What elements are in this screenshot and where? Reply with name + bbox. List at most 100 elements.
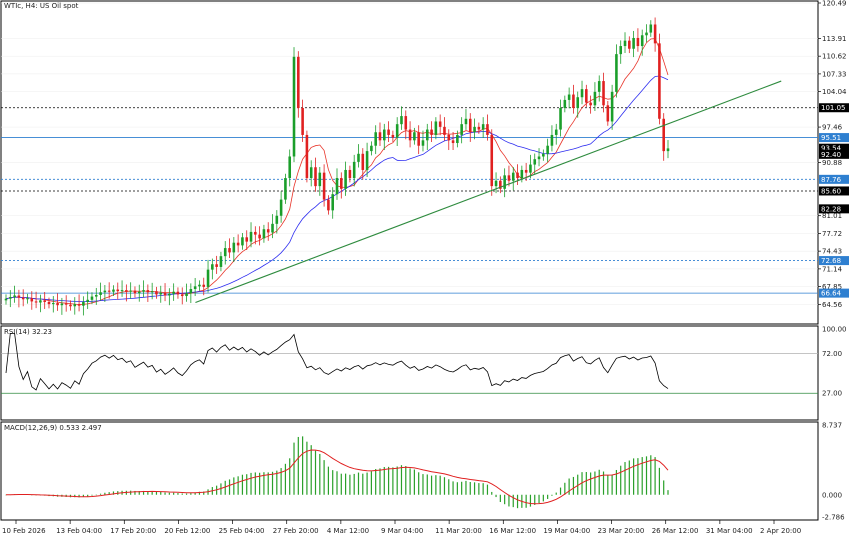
candle-body bbox=[163, 292, 167, 296]
macd-histogram-bar bbox=[529, 494, 532, 507]
macd-histogram-bar bbox=[340, 473, 342, 495]
candle-body bbox=[189, 289, 193, 294]
candle-body bbox=[619, 46, 623, 55]
candle-body bbox=[198, 284, 201, 287]
candle-body bbox=[615, 54, 618, 92]
macd-histogram-bar bbox=[469, 481, 471, 495]
candle-body bbox=[254, 231, 257, 235]
macd-histogram-bar bbox=[667, 490, 669, 495]
macd-pane: MACD(12,26,9) 0.533 2.497 8.737 0.000 -2.7… bbox=[0, 421, 845, 522]
candle-body bbox=[309, 167, 313, 179]
macd-histogram-bar bbox=[138, 491, 140, 495]
candle-body bbox=[645, 32, 648, 36]
macd-histogram-bar bbox=[568, 478, 570, 495]
price-tick-label: 104.04 bbox=[822, 88, 847, 96]
candle-body bbox=[563, 99, 567, 109]
macd-histogram-bar bbox=[78, 494, 80, 498]
price-grid bbox=[1, 2, 818, 305]
candle-body bbox=[382, 129, 386, 141]
macd-histogram-bar bbox=[508, 494, 510, 507]
time-tick-label: 13 Feb 04:00 bbox=[56, 527, 102, 535]
macd-histogram-bar bbox=[547, 494, 549, 499]
time-tick-label: 31 Mar 04:00 bbox=[706, 527, 753, 535]
candle-body bbox=[593, 91, 597, 106]
rsi-label: RSI(14) 32.23 bbox=[4, 328, 52, 336]
price-tag-bg bbox=[819, 256, 849, 266]
macd-tick-label: -2.786 bbox=[822, 514, 845, 522]
macd-histogram-bar bbox=[147, 491, 149, 495]
macd-histogram-bar bbox=[564, 482, 566, 495]
candle-body bbox=[370, 145, 373, 152]
price-tick-label: 71.14 bbox=[822, 265, 843, 273]
macd-histogram-bar bbox=[271, 471, 274, 495]
candle-body bbox=[503, 175, 506, 189]
candle-body bbox=[507, 175, 511, 181]
macd-histogram-bar bbox=[512, 494, 514, 508]
macd-histogram-bar bbox=[203, 491, 205, 495]
macd-histogram-bar bbox=[443, 477, 446, 495]
time-tick-label: 23 Mar 20:00 bbox=[598, 527, 645, 535]
macd-histogram-bar bbox=[534, 494, 536, 505]
candle-body bbox=[597, 81, 601, 92]
candle-body bbox=[223, 248, 227, 257]
trendline bbox=[195, 80, 782, 304]
candle-body bbox=[322, 172, 326, 200]
time-tick-label: 9 Mar 04:00 bbox=[381, 527, 423, 535]
candle-body bbox=[352, 161, 356, 179]
time-tick-label: 11 Mar 20:00 bbox=[435, 527, 482, 535]
macd-histogram-bar bbox=[473, 482, 476, 495]
candle-body bbox=[4, 298, 8, 301]
candle-body bbox=[9, 297, 12, 299]
macd-histogram-bar bbox=[241, 474, 244, 495]
price-tag-bg bbox=[819, 288, 849, 298]
candle-body bbox=[17, 295, 21, 298]
candle-body bbox=[533, 159, 537, 165]
time-tick-label: 26 Mar 12:00 bbox=[652, 527, 699, 535]
candle-body bbox=[77, 304, 81, 306]
macd-histogram-bar bbox=[499, 494, 501, 503]
macd-histogram-bar bbox=[302, 436, 304, 495]
macd-histogram-bar bbox=[409, 468, 411, 495]
price-tag-bg bbox=[819, 204, 849, 214]
price-tag-bg bbox=[819, 174, 849, 184]
macd-histogram-bar bbox=[439, 475, 441, 495]
macd-histogram-bar bbox=[461, 481, 463, 495]
candle-body bbox=[662, 118, 665, 152]
candle-body bbox=[649, 24, 653, 33]
candle-body bbox=[331, 194, 334, 211]
price-tag-label: 101.05 bbox=[821, 104, 846, 112]
macd-histogram-bar bbox=[74, 494, 76, 498]
candle-body bbox=[486, 124, 489, 135]
macd-histogram-bar bbox=[577, 474, 579, 495]
candle-body bbox=[430, 129, 433, 135]
macd-histogram-bar bbox=[628, 460, 630, 495]
macd-histogram-bar bbox=[387, 466, 390, 495]
macd-histogram-bar bbox=[418, 472, 420, 495]
candle-body bbox=[361, 153, 365, 170]
macd-tick-label: 0.000 bbox=[822, 491, 842, 499]
macd-histogram-bar bbox=[585, 472, 587, 495]
macd-histogram-bar bbox=[637, 458, 639, 495]
time-tick-label: 2 Apr 20:00 bbox=[760, 527, 801, 535]
candle-body bbox=[232, 242, 236, 253]
candle-body bbox=[623, 40, 627, 47]
macd-histogram-bar bbox=[430, 475, 433, 495]
candle-body bbox=[120, 290, 124, 292]
price-tick-label: 67.85 bbox=[822, 283, 842, 291]
candle-body bbox=[284, 178, 287, 200]
price-tag-label: 66.64 bbox=[821, 290, 842, 298]
candle-body bbox=[468, 118, 472, 133]
price-tick-label: 81.01 bbox=[822, 212, 842, 220]
candle-body bbox=[404, 116, 408, 130]
macd-histogram-bar bbox=[319, 453, 321, 495]
macd-histogram-bar bbox=[379, 468, 381, 495]
macd-histogram-bar bbox=[572, 476, 575, 495]
macd-histogram-bar bbox=[555, 492, 557, 495]
rsi-pane-border bbox=[0, 325, 819, 421]
candle-body bbox=[658, 43, 661, 119]
candle-body bbox=[606, 105, 610, 122]
rsi-levels bbox=[1, 353, 818, 394]
candle-body bbox=[567, 94, 571, 100]
macd-histogram-bar bbox=[620, 465, 622, 495]
